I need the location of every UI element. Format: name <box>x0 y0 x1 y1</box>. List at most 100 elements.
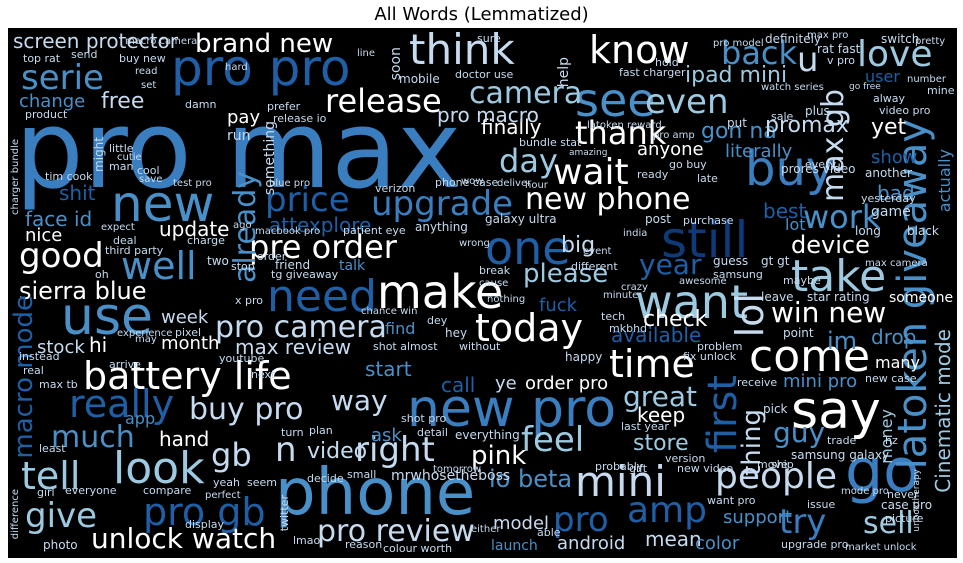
word-video: video <box>307 439 368 464</box>
word-store: store <box>633 431 689 456</box>
word-really: really <box>69 382 175 426</box>
word-work: work <box>803 198 881 236</box>
word-picture: picture <box>885 512 924 525</box>
word-cinematic-mode: Cinematic mode <box>931 329 955 493</box>
word-photo: photo <box>43 538 78 552</box>
word-yeah: yeah <box>213 476 240 489</box>
word-tim-cook: tim cook <box>45 170 93 183</box>
word-another: another <box>865 166 912 180</box>
word-mrwhosetheboss: mrwhosetheboss <box>391 468 511 484</box>
word-wrong: wrong <box>459 238 490 249</box>
word-best: best <box>763 199 807 223</box>
word-problem: problem <box>697 340 743 353</box>
word-new-case: new case <box>865 372 917 385</box>
word-big: big <box>561 233 596 258</box>
word-tell: tell <box>21 454 81 498</box>
word-purchase: purchase <box>683 214 734 227</box>
word-year: year <box>639 248 702 281</box>
word-prores-video: prores video <box>781 162 856 176</box>
word-pre-order: pre order <box>249 228 397 266</box>
word-support: support <box>723 507 793 528</box>
word-samsung: samsung <box>713 268 763 281</box>
word-detail: detail <box>417 426 448 439</box>
word-still: still <box>661 211 749 269</box>
word-please: please <box>523 259 609 289</box>
word-go-buy: go buy <box>669 158 707 171</box>
word-free: free <box>101 89 145 114</box>
word-ipad-mini: ipad mini <box>685 63 788 88</box>
word-stock: stock <box>37 337 85 358</box>
word-people: people <box>715 456 838 497</box>
word-alway: alway <box>873 92 906 105</box>
word-number: number <box>907 74 947 85</box>
word-model: model <box>493 513 550 534</box>
word-shit: shit <box>59 181 96 205</box>
word-show: show <box>871 147 918 168</box>
word-keep: keep <box>637 403 686 427</box>
word-difference: difference <box>10 489 21 540</box>
chart-title: All Words (Lemmatized) <box>374 4 589 25</box>
word-pretty: pretty <box>915 36 946 47</box>
word-fuck: fuck <box>539 295 578 316</box>
word-way: way <box>331 384 388 417</box>
word-attexplore: attexplore <box>269 213 372 237</box>
word-game: game <box>871 204 911 220</box>
word-many: many <box>875 353 920 372</box>
word-hand: hand <box>159 427 210 451</box>
word-definitely: definitely <box>765 32 822 46</box>
word-pro-max: pro max <box>15 88 462 213</box>
word-change: change <box>19 91 86 112</box>
word-give: give <box>25 496 98 536</box>
word-anything: anything <box>415 220 468 234</box>
word-star-rating: star rating <box>807 290 870 304</box>
word-max-tb: max tb <box>39 378 78 391</box>
word-read: read <box>135 66 158 77</box>
word-girl: girl <box>37 486 55 499</box>
word-available: available <box>611 323 702 347</box>
word-cutie: cutie <box>117 152 142 163</box>
word-issue: issue <box>807 498 836 511</box>
word-guy: guy <box>773 416 826 449</box>
word-damn: damn <box>185 98 217 111</box>
word-mean: mean <box>645 527 702 551</box>
word-take: take <box>791 251 887 302</box>
word-pro-model: pro model <box>713 38 764 49</box>
word-charger-bundle: charger bundle <box>10 139 21 215</box>
word-much: much <box>51 420 135 455</box>
word-decide: decide <box>307 472 344 485</box>
word-well: well <box>121 244 197 288</box>
word-order-pro: order pro <box>525 373 609 394</box>
word-max-pro: max pro <box>807 30 849 41</box>
word-may: may <box>135 334 157 345</box>
word-macbook-pro: macbook pro <box>255 226 321 237</box>
word-able: able <box>537 526 561 539</box>
word-color: color <box>695 533 740 554</box>
word-phone-case: phone case <box>435 176 499 189</box>
word-u: u <box>797 40 819 80</box>
word-latoken-reward: latoken reward <box>587 120 662 131</box>
word-gb: gb <box>211 436 252 474</box>
word-launch: launch <box>491 538 538 554</box>
word-hold: hold <box>655 56 679 69</box>
word-switch: switch <box>881 32 920 46</box>
word-cloud: pro max phone new pro come say go make u… <box>8 28 957 558</box>
word-deliver: deliver <box>497 178 532 189</box>
word-phone: phone <box>275 456 476 530</box>
word-pro-macro: pro macro <box>437 103 539 127</box>
word-good: good <box>19 236 104 276</box>
word-look: look <box>113 443 205 494</box>
word-literally: literally <box>725 141 793 162</box>
word-chance-win: chance win <box>361 306 418 317</box>
word-watch-series: watch series <box>761 82 824 93</box>
word-cool: cool <box>137 164 160 177</box>
word-arrive: arrive <box>109 358 141 371</box>
word-finally: finally <box>481 115 542 139</box>
word-amp: amp <box>627 490 707 531</box>
word-ship: ship <box>771 458 794 471</box>
word-mini: mini <box>575 457 666 506</box>
word-different: different <box>571 260 618 273</box>
word-lot: lot <box>785 215 806 234</box>
word-new: new <box>111 175 215 233</box>
word-cause: cause <box>479 278 509 289</box>
word-user: user <box>865 67 900 86</box>
